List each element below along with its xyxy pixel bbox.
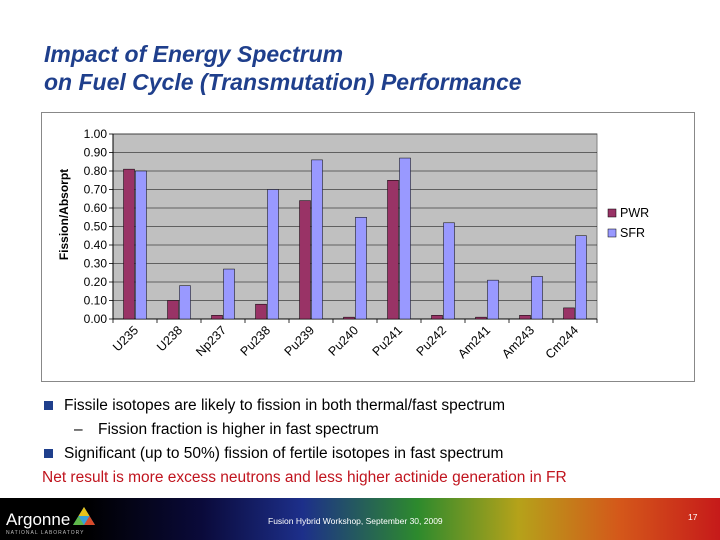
bar-pwr-np237	[211, 315, 223, 320]
bar-pwr-pu239	[299, 200, 311, 320]
bullet-square-icon	[44, 401, 53, 410]
y-tick-label: 0.70	[84, 183, 108, 197]
bullet-list: Fissile isotopes are likely to fission i…	[42, 394, 702, 490]
bullet-2-text: Significant (up to 50%) fission of ferti…	[64, 445, 504, 462]
y-tick-label: 0.50	[84, 220, 108, 234]
sub-bullet-1: – Fission fraction is higher in fast spe…	[42, 418, 702, 442]
bullet-1-text: Fissile isotopes are likely to fission i…	[64, 397, 506, 414]
y-tick-label: 0.10	[84, 294, 108, 308]
footer-bar: Argonne NATIONAL LABORATORY Fusion Hybri…	[0, 498, 720, 540]
bar-pwr-pu242	[431, 315, 443, 320]
y-tick-label: 0.90	[84, 146, 108, 160]
bar-pwr-pu238	[255, 303, 267, 320]
y-tick-label: 1.00	[84, 127, 108, 141]
bar-pwr-u235	[123, 168, 135, 320]
chart-svg: 1.00 0.90 0.80 0.70 0.60 0.50 0.40 0.30 0.20 0.10…	[41, 112, 695, 382]
bar-sfr-cm244	[575, 235, 587, 320]
bar-sfr-u238	[179, 285, 191, 320]
y-tick-label: 0.80	[84, 164, 108, 178]
bar-pwr-am243	[519, 315, 531, 320]
net-result-text: Net result is more excess neutrons and l…	[42, 469, 567, 486]
bar-sfr-am243	[531, 276, 543, 320]
argonne-logo: Argonne	[6, 510, 71, 529]
bar-sfr-pu241	[399, 157, 411, 320]
bar-sfr-u235	[135, 170, 147, 320]
argonne-logo-subtitle: NATIONAL LABORATORY	[6, 530, 85, 536]
bar-pwr-pu241	[387, 180, 399, 320]
bar-sfr-am241	[487, 279, 499, 320]
title-line-1: Impact of Energy Spectrum	[44, 41, 344, 67]
legend-swatch-pwr	[607, 208, 617, 218]
legend-label-pwr: PWR	[620, 206, 649, 220]
y-axis-label: Fission/Absorpt	[57, 169, 71, 260]
y-tick-label: 0.30	[84, 257, 108, 271]
slide-title: Impact of Energy Spectrum on Fuel Cycle …	[44, 40, 704, 96]
bullet-2: Significant (up to 50%) fission of ferti…	[42, 442, 702, 466]
bar-pwr-pu240	[343, 316, 355, 320]
legend-label-sfr: SFR	[620, 226, 645, 240]
page-number: 17	[688, 512, 698, 522]
bar-pwr-u238	[167, 300, 179, 320]
bar-sfr-pu242	[443, 222, 455, 320]
bar-sfr-pu240	[355, 217, 367, 320]
y-tick-label: 0.40	[84, 238, 108, 252]
bullet-1: Fissile isotopes are likely to fission i…	[42, 394, 702, 418]
sub-bullet-1-text: Fission fraction is higher in fast spect…	[98, 421, 379, 438]
chart: 1.00 0.90 0.80 0.70 0.60 0.50 0.40 0.30 0.20 0.10…	[41, 112, 695, 382]
bar-sfr-np237	[223, 268, 235, 320]
bar-pwr-am241	[475, 316, 487, 320]
y-tick-label: 0.60	[84, 201, 108, 215]
y-tick-label: 0.20	[84, 275, 108, 289]
legend-swatch-sfr	[607, 228, 617, 238]
y-tick-label: 0.00	[84, 312, 108, 326]
dash-marker: –	[74, 421, 83, 438]
argonne-triangle-icon	[73, 507, 95, 525]
bullet-square-icon	[44, 449, 53, 458]
bar-sfr-pu238	[267, 189, 279, 320]
title-line-2: on Fuel Cycle (Transmutation) Performanc…	[44, 69, 522, 95]
bar-sfr-pu239	[311, 159, 323, 320]
bar-pwr-cm244	[563, 307, 575, 320]
footer-event-text: Fusion Hybrid Workshop, September 30, 20…	[268, 516, 443, 526]
